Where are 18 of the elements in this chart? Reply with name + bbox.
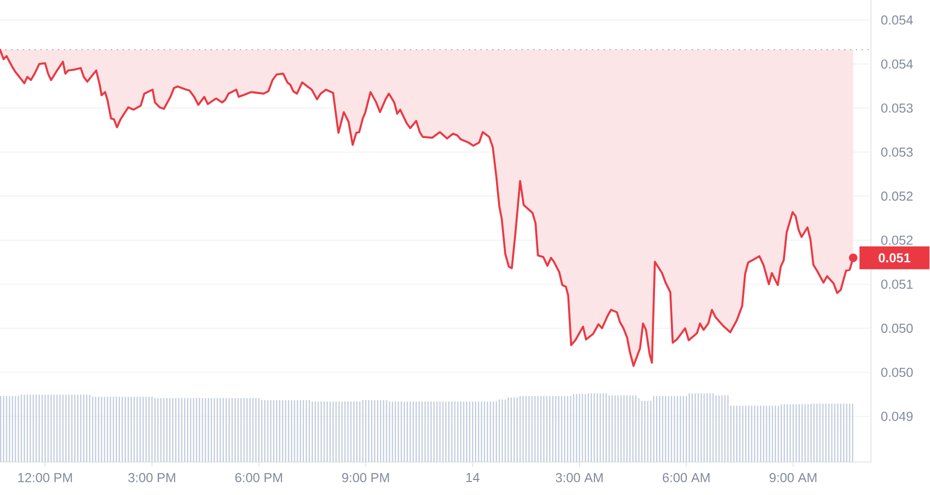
x-tick-label: 6:00 AM — [662, 473, 710, 482]
x-tick-label: 3:00 PM — [128, 473, 176, 482]
x-tick-label: 14 — [466, 473, 480, 482]
x-tick-label: 9:00 PM — [342, 473, 389, 482]
x-tick-label: 12:00 PM — [18, 473, 72, 482]
y-tick-label: 0.050 — [881, 324, 913, 333]
x-tick-label: 3:00 AM — [556, 473, 603, 482]
y-tick-label: 0.053 — [881, 148, 913, 157]
y-tick-label: 0.054 — [881, 59, 913, 69]
y-tick-label: 0.051 — [881, 280, 913, 289]
x-tick-label: 9:00 AM — [770, 473, 816, 482]
x-tick-label: 6:00 PM — [235, 473, 282, 482]
y-tick-label: 0.049 — [881, 412, 913, 421]
y-tick-label: 0.052 — [881, 192, 913, 201]
y-tick-label: 0.052 — [881, 236, 913, 245]
y-tick-label: 0.053 — [881, 103, 913, 113]
y-tick-label: 0.050 — [881, 368, 913, 377]
y-tick-label: 0.054 — [881, 15, 913, 25]
